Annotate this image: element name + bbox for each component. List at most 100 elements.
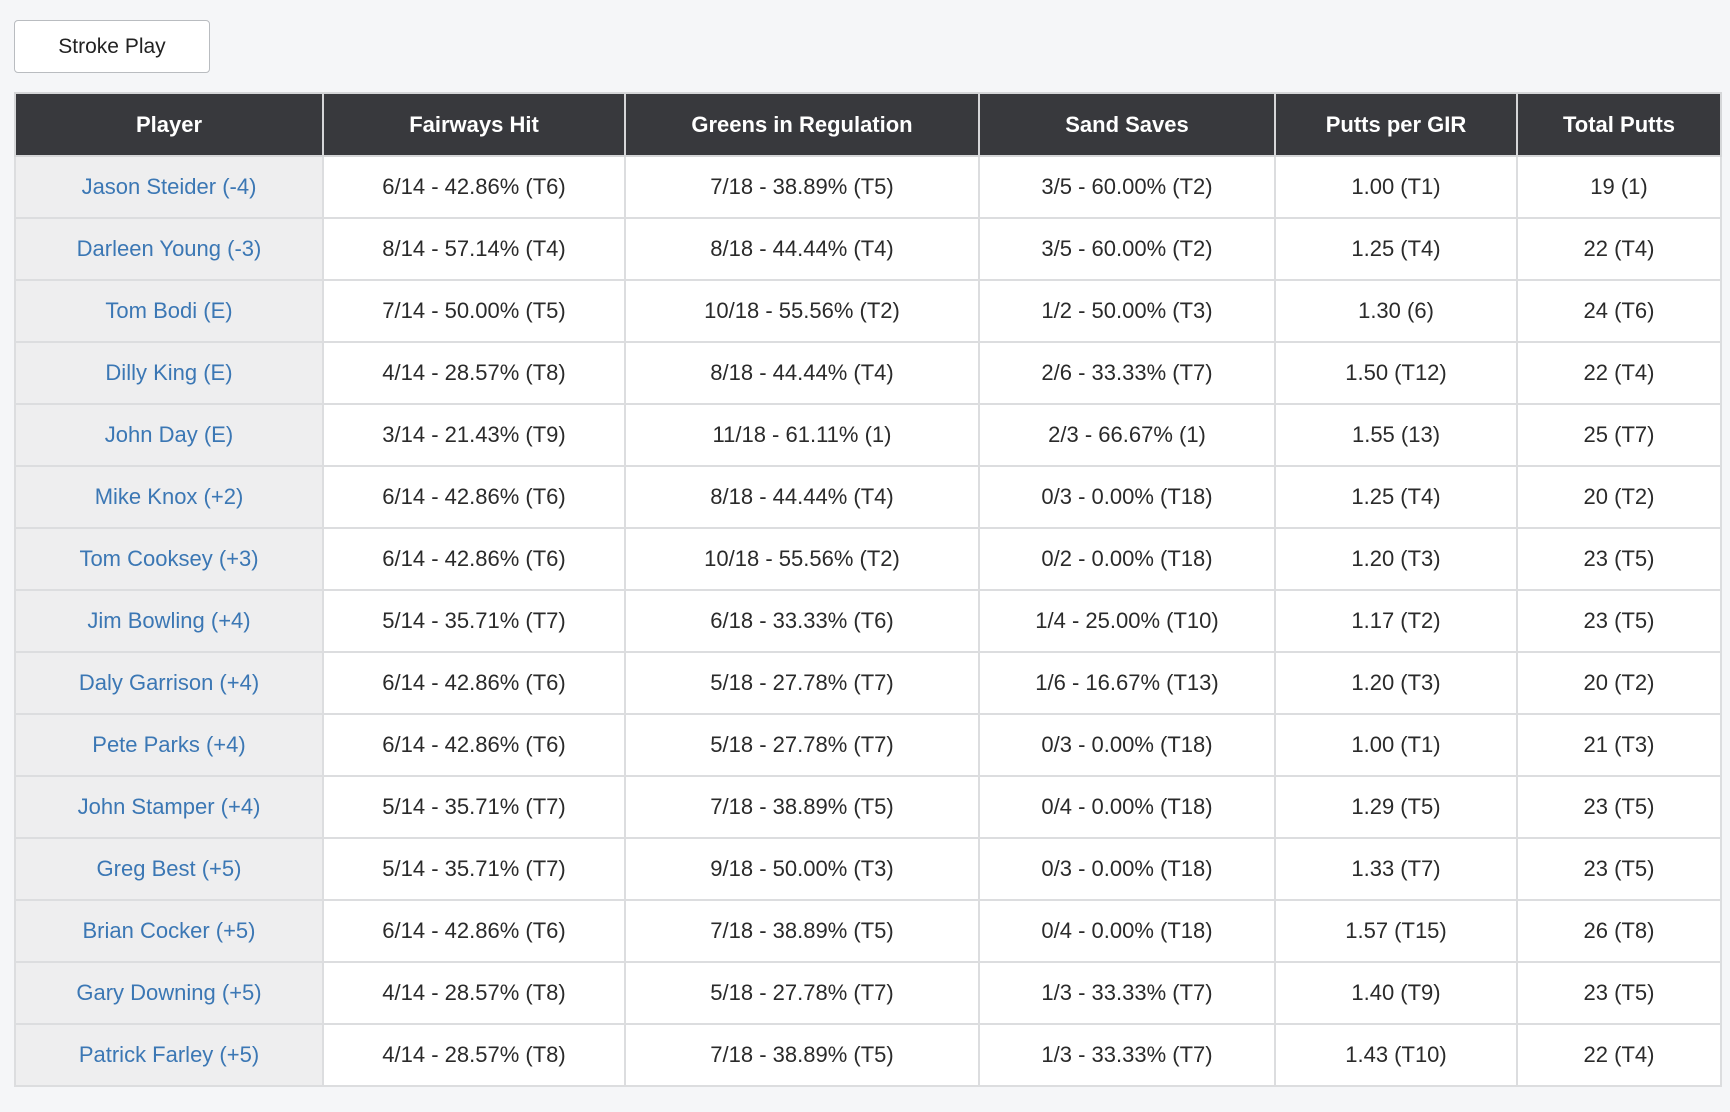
player-name-link[interactable]: Tom Bodi (E) (105, 298, 233, 323)
player-name-link[interactable]: Dilly King (E) (105, 360, 233, 385)
putts-per-gir-cell: 1.00 (T1) (1274, 155, 1518, 219)
player-name-link[interactable]: Jim Bowling (+4) (87, 608, 251, 633)
greens-in-regulation-cell: 5/18 - 27.78% (T7) (624, 651, 980, 715)
putts-per-gir-cell: 1.25 (T4) (1274, 217, 1518, 281)
fairways-hit-cell: 3/14 - 21.43% (T9) (322, 403, 626, 467)
table-row: Mike Knox (+2) 6/14 - 42.86% (T6) 8/18 - 4… (14, 465, 1722, 529)
greens-in-regulation-cell: 6/18 - 33.33% (T6) (624, 589, 980, 653)
player-cell: Dilly King (E) (14, 341, 324, 405)
header-putts-per-gir: Putts per GIR (1274, 92, 1518, 157)
header-greens-in-regulation: Greens in Regulation (624, 92, 980, 157)
table-body: Jason Steider (-4) 6/14 - 42.86% (T6) 7/18… (14, 155, 1722, 1087)
sand-saves-cell: 1/3 - 33.33% (T7) (978, 961, 1276, 1025)
putts-per-gir-cell: 1.43 (T10) (1274, 1023, 1518, 1087)
fairways-hit-cell: 6/14 - 42.86% (T6) (322, 713, 626, 777)
player-cell: Darleen Young (-3) (14, 217, 324, 281)
sand-saves-cell: 0/4 - 0.00% (T18) (978, 775, 1276, 839)
header-total-putts: Total Putts (1516, 92, 1722, 157)
sand-saves-cell: 0/4 - 0.00% (T18) (978, 899, 1276, 963)
stroke-play-button[interactable]: Stroke Play (14, 20, 210, 73)
player-name-link[interactable]: Gary Downing (+5) (76, 980, 262, 1005)
sand-saves-cell: 0/3 - 0.00% (T18) (978, 713, 1276, 777)
sand-saves-cell: 1/6 - 16.67% (T13) (978, 651, 1276, 715)
greens-in-regulation-cell: 7/18 - 38.89% (T5) (624, 775, 980, 839)
fairways-hit-cell: 6/14 - 42.86% (T6) (322, 899, 626, 963)
greens-in-regulation-cell: 7/18 - 38.89% (T5) (624, 155, 980, 219)
fairways-hit-cell: 5/14 - 35.71% (T7) (322, 837, 626, 901)
total-putts-cell: 22 (T4) (1516, 217, 1722, 281)
total-putts-cell: 21 (T3) (1516, 713, 1722, 777)
player-cell: Tom Bodi (E) (14, 279, 324, 343)
total-putts-cell: 20 (T2) (1516, 465, 1722, 529)
total-putts-cell: 24 (T6) (1516, 279, 1722, 343)
table-row: John Day (E) 3/14 - 21.43% (T9) 11/18 - 61… (14, 403, 1722, 467)
player-name-link[interactable]: Mike Knox (+2) (94, 484, 244, 509)
fairways-hit-cell: 6/14 - 42.86% (T6) (322, 651, 626, 715)
greens-in-regulation-cell: 5/18 - 27.78% (T7) (624, 961, 980, 1025)
putts-per-gir-cell: 1.20 (T3) (1274, 651, 1518, 715)
sand-saves-cell: 2/3 - 66.67% (1) (978, 403, 1276, 467)
header-player: Player (14, 92, 324, 157)
player-name-link[interactable]: Jason Steider (-4) (81, 174, 257, 199)
player-cell: Tom Cooksey (+3) (14, 527, 324, 591)
player-name-link[interactable]: Darleen Young (-3) (76, 236, 262, 261)
player-name-link[interactable]: Tom Cooksey (+3) (79, 546, 259, 571)
sand-saves-cell: 3/5 - 60.00% (T2) (978, 217, 1276, 281)
table-row: Patrick Farley (+5) 4/14 - 28.57% (T8) 7/1… (14, 1023, 1722, 1087)
table-row: John Stamper (+4) 5/14 - 35.71% (T7) 7/18 … (14, 775, 1722, 839)
player-cell: Brian Cocker (+5) (14, 899, 324, 963)
player-cell: Daly Garrison (+4) (14, 651, 324, 715)
player-cell: Greg Best (+5) (14, 837, 324, 901)
sand-saves-cell: 3/5 - 60.00% (T2) (978, 155, 1276, 219)
fairways-hit-cell: 5/14 - 35.71% (T7) (322, 589, 626, 653)
fairways-hit-cell: 4/14 - 28.57% (T8) (322, 961, 626, 1025)
fairways-hit-cell: 4/14 - 28.57% (T8) (322, 1023, 626, 1087)
player-stats-table: Player Fairways Hit Greens in Regulation… (14, 92, 1722, 1087)
total-putts-cell: 23 (T5) (1516, 961, 1722, 1025)
table-row: Greg Best (+5) 5/14 - 35.71% (T7) 9/18 - 5… (14, 837, 1722, 901)
player-cell: Mike Knox (+2) (14, 465, 324, 529)
putts-per-gir-cell: 1.40 (T9) (1274, 961, 1518, 1025)
player-name-link[interactable]: Greg Best (+5) (96, 856, 242, 881)
greens-in-regulation-cell: 5/18 - 27.78% (T7) (624, 713, 980, 777)
fairways-hit-cell: 8/14 - 57.14% (T4) (322, 217, 626, 281)
player-name-link[interactable]: Daly Garrison (+4) (78, 670, 260, 695)
header-fairways-hit: Fairways Hit (322, 92, 626, 157)
player-cell: Patrick Farley (+5) (14, 1023, 324, 1087)
player-name-link[interactable]: Patrick Farley (+5) (78, 1042, 260, 1067)
greens-in-regulation-cell: 7/18 - 38.89% (T5) (624, 1023, 980, 1087)
greens-in-regulation-cell: 11/18 - 61.11% (1) (624, 403, 980, 467)
player-name-link[interactable]: Pete Parks (+4) (92, 732, 246, 757)
player-cell: Pete Parks (+4) (14, 713, 324, 777)
putts-per-gir-cell: 1.25 (T4) (1274, 465, 1518, 529)
player-cell: John Stamper (+4) (14, 775, 324, 839)
total-putts-cell: 23 (T5) (1516, 589, 1722, 653)
total-putts-cell: 23 (T5) (1516, 775, 1722, 839)
putts-per-gir-cell: 1.50 (T12) (1274, 341, 1518, 405)
player-name-link[interactable]: John Day (E) (104, 422, 234, 447)
table-row: Dilly King (E) 4/14 - 28.57% (T8) 8/18 - 4… (14, 341, 1722, 405)
putts-per-gir-cell: 1.20 (T3) (1274, 527, 1518, 591)
player-name-link[interactable]: Brian Cocker (+5) (82, 918, 256, 943)
table-row: Tom Cooksey (+3) 6/14 - 42.86% (T6) 10/18 … (14, 527, 1722, 591)
table-row: Daly Garrison (+4) 6/14 - 42.86% (T6) 5/18… (14, 651, 1722, 715)
table-header-row: Player Fairways Hit Greens in Regulation… (14, 92, 1722, 157)
table-row: Pete Parks (+4) 6/14 - 42.86% (T6) 5/18 - … (14, 713, 1722, 777)
fairways-hit-cell: 6/14 - 42.86% (T6) (322, 527, 626, 591)
total-putts-cell: 22 (T4) (1516, 341, 1722, 405)
sand-saves-cell: 1/4 - 25.00% (T10) (978, 589, 1276, 653)
total-putts-cell: 22 (T4) (1516, 1023, 1722, 1087)
greens-in-regulation-cell: 10/18 - 55.56% (T2) (624, 279, 980, 343)
table-row: Jim Bowling (+4) 5/14 - 35.71% (T7) 6/18 -… (14, 589, 1722, 653)
fairways-hit-cell: 5/14 - 35.71% (T7) (322, 775, 626, 839)
player-cell: Gary Downing (+5) (14, 961, 324, 1025)
player-cell: Jason Steider (-4) (14, 155, 324, 219)
total-putts-cell: 23 (T5) (1516, 527, 1722, 591)
total-putts-cell: 20 (T2) (1516, 651, 1722, 715)
sand-saves-cell: 1/2 - 50.00% (T3) (978, 279, 1276, 343)
total-putts-cell: 26 (T8) (1516, 899, 1722, 963)
table-row: Jason Steider (-4) 6/14 - 42.86% (T6) 7/18… (14, 155, 1722, 219)
player-name-link[interactable]: John Stamper (+4) (77, 794, 261, 819)
total-putts-cell: 25 (T7) (1516, 403, 1722, 467)
